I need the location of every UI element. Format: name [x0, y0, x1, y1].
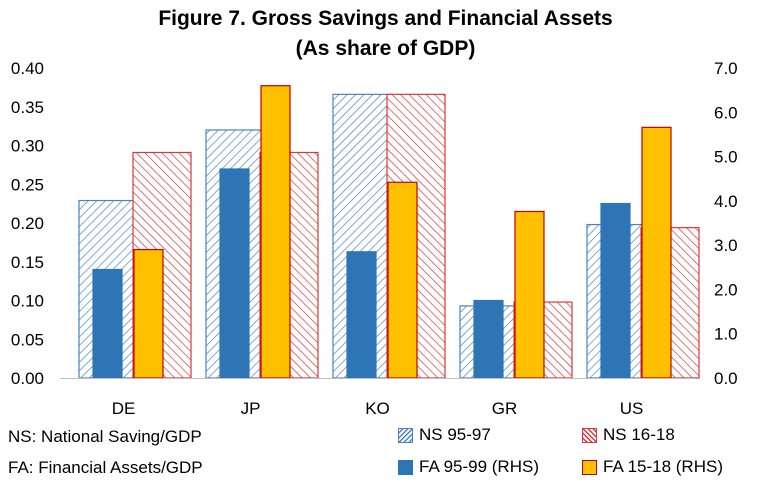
legend-ns-16-18: NS 16-18	[582, 425, 675, 445]
x-axis-categories: DE JP KO GR US	[112, 399, 644, 418]
bar-fa-15-18-ko	[387, 181, 418, 379]
bar-fa-95-99-us	[600, 202, 631, 379]
right-y-axis: 0.0 1.0 2.0 3.0 4.0 5.0 6.0 7.0	[714, 59, 738, 388]
legend-swatch-fa-95-99	[398, 459, 413, 475]
category-label-gr: GR	[492, 399, 518, 418]
right-tick-label: 1.0	[714, 325, 738, 344]
right-tick-label: 4.0	[714, 192, 738, 211]
legend-label-ns-16-18: NS 16-18	[603, 425, 675, 444]
right-tick-label: 7.0	[714, 59, 738, 78]
legend-label-fa-15-18: FA 15-18 (RHS)	[603, 457, 723, 476]
legend-label-fa-95-99: FA 95-99 (RHS)	[419, 457, 539, 476]
left-tick-label: 0.25	[11, 175, 44, 194]
bar-fa-15-18-us	[641, 126, 672, 379]
legend-ns-95-97: NS 95-97	[398, 425, 491, 445]
bar-fa-15-18-de	[133, 248, 164, 379]
category-label-ko: KO	[365, 399, 390, 418]
legend-fa-15-18: FA 15-18 (RHS)	[582, 457, 723, 477]
left-tick-label: 0.35	[11, 98, 44, 117]
bar-fa-95-99-de	[92, 268, 123, 379]
legend-swatch-fa-15-18	[582, 459, 597, 475]
bar-fa-15-18-jp	[260, 85, 291, 379]
legend-swatch-ns-16-18	[582, 427, 597, 443]
left-tick-label: 0.00	[11, 369, 44, 388]
right-tick-label: 6.0	[714, 103, 738, 122]
category-label-de: DE	[112, 399, 136, 418]
left-tick-label: 0.10	[11, 292, 44, 311]
left-tick-label: 0.40	[11, 59, 44, 78]
left-tick-label: 0.15	[11, 253, 44, 272]
bar-fa-95-99-ko	[346, 251, 377, 379]
bar-fa-15-18-gr	[514, 210, 545, 379]
legend-fa-95-99: FA 95-99 (RHS)	[398, 457, 539, 477]
legend-label-ns-95-97: NS 95-97	[419, 425, 491, 444]
category-label-us: US	[620, 399, 644, 418]
chart-title-line1: Figure 7. Gross Savings and Financial As…	[158, 7, 613, 30]
legend-swatch-ns-95-97	[398, 427, 413, 443]
right-tick-label: 0.0	[714, 369, 738, 388]
left-tick-label: 0.20	[11, 214, 44, 233]
note-fa: FA: Financial Assets/GDP	[8, 458, 203, 477]
left-tick-label: 0.05	[11, 330, 44, 349]
bars-group	[78, 85, 700, 379]
bar-fa-95-99-jp	[219, 168, 250, 379]
right-tick-label: 2.0	[714, 280, 738, 299]
right-tick-label: 5.0	[714, 148, 738, 167]
right-tick-label: 3.0	[714, 236, 738, 255]
bar-fa-95-99-gr	[473, 299, 504, 379]
category-label-jp: JP	[241, 399, 261, 418]
left-tick-label: 0.30	[11, 137, 44, 156]
chart-title: Figure 7. Gross Savings and Financial As…	[0, 4, 771, 64]
chart-title-line2: (As share of GDP)	[295, 37, 476, 60]
left-y-axis: 0.00 0.05 0.10 0.15 0.20 0.25 0.30 0.35 0.40	[11, 59, 44, 388]
note-ns: NS: National Saving/GDP	[8, 427, 202, 446]
